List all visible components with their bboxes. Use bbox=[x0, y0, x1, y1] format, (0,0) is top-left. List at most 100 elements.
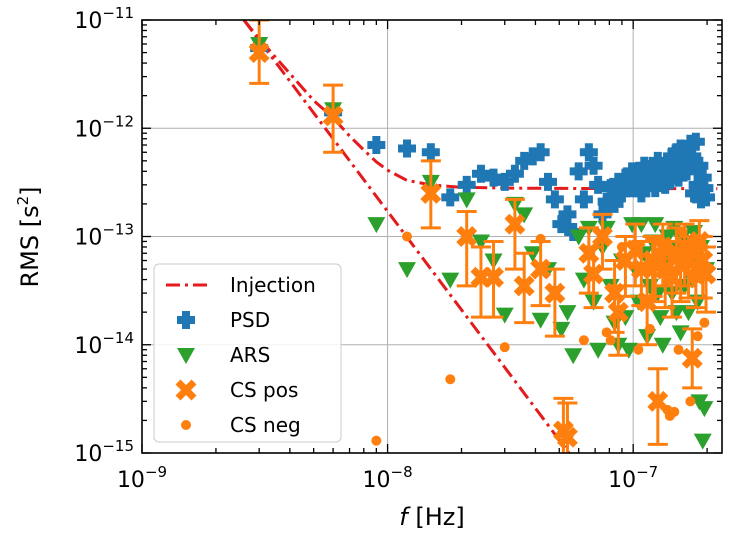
cross-stroke bbox=[322, 105, 344, 127]
cross-stroke bbox=[513, 275, 535, 297]
ars-point bbox=[558, 305, 577, 322]
psd-point bbox=[671, 139, 690, 158]
legend: Injection PSD ARS CS pos CS neg bbox=[153, 263, 342, 443]
psd-point bbox=[515, 151, 534, 170]
ars-point bbox=[441, 272, 460, 289]
cs-neg-point bbox=[699, 317, 710, 328]
ars-point bbox=[495, 307, 514, 324]
psd-point bbox=[638, 172, 657, 191]
psd-point bbox=[695, 179, 714, 198]
cross-stroke bbox=[556, 426, 578, 448]
cs-neg-point bbox=[616, 241, 627, 252]
psd-point bbox=[665, 161, 684, 180]
ars-point bbox=[619, 342, 638, 359]
legend-cs-neg-swatch bbox=[181, 420, 191, 430]
psd-point bbox=[626, 175, 645, 194]
ars-point bbox=[515, 207, 534, 224]
ars-point bbox=[367, 217, 386, 234]
injection-curve bbox=[242, 20, 571, 453]
x-tick-label: 10−9 bbox=[117, 463, 167, 493]
cs-neg-point bbox=[601, 327, 612, 338]
cross-stroke bbox=[695, 263, 717, 285]
cross-stroke bbox=[692, 250, 714, 271]
cs-pos-point bbox=[681, 347, 703, 369]
injection-curve bbox=[242, 20, 718, 191]
y-tick-label: 10−13 bbox=[74, 221, 134, 251]
y-tick-label: 10−12 bbox=[74, 112, 134, 142]
cs-neg-point bbox=[689, 274, 700, 285]
psd-point bbox=[552, 215, 571, 234]
cs-pos-point bbox=[604, 282, 626, 304]
cs-pos-point bbox=[695, 263, 717, 285]
cs-neg-point bbox=[696, 241, 707, 252]
legend-label: PSD bbox=[230, 308, 270, 332]
cross-stroke bbox=[504, 213, 526, 235]
legend-ars-swatch bbox=[177, 348, 195, 364]
psd-point bbox=[653, 162, 672, 181]
psd-point bbox=[663, 147, 682, 166]
cs-neg-point bbox=[673, 344, 684, 355]
cs-pos-point bbox=[647, 390, 669, 412]
legend-label: CS neg bbox=[230, 413, 301, 437]
cross-stroke bbox=[420, 182, 442, 204]
cs-neg-point bbox=[578, 335, 589, 346]
psd-point bbox=[632, 184, 651, 203]
psd-point bbox=[669, 168, 688, 187]
cross-stroke bbox=[607, 301, 629, 323]
cs-neg-point bbox=[499, 342, 510, 353]
ars-point bbox=[531, 312, 550, 329]
cs-neg-point bbox=[644, 323, 655, 334]
psd-point bbox=[616, 168, 635, 187]
ars-point bbox=[693, 433, 712, 450]
cross-stroke bbox=[647, 390, 669, 412]
psd-point bbox=[471, 164, 490, 183]
cs-neg-point bbox=[633, 344, 644, 355]
cs-neg-point bbox=[445, 374, 456, 385]
psd-point bbox=[646, 179, 665, 198]
psd-point bbox=[658, 155, 677, 174]
ars-point bbox=[651, 310, 670, 327]
legend-cs-pos-swatch bbox=[175, 379, 197, 401]
y-tick-label: 10−14 bbox=[74, 329, 134, 359]
psd-point bbox=[579, 143, 598, 162]
cs-neg-point bbox=[402, 231, 413, 242]
ars-point bbox=[552, 321, 571, 338]
cross-stroke bbox=[592, 226, 613, 247]
legend-label: CS pos bbox=[230, 378, 298, 402]
cross-stroke bbox=[248, 42, 270, 64]
psd-point bbox=[601, 179, 620, 198]
cross-stroke bbox=[175, 379, 197, 401]
cs-pos-point bbox=[692, 250, 714, 271]
legend-label: Injection bbox=[230, 273, 316, 297]
psd-point bbox=[531, 143, 550, 162]
cs-pos-point bbox=[556, 426, 578, 448]
cs-neg-point bbox=[605, 335, 616, 346]
psd-point bbox=[505, 164, 524, 183]
ars-point bbox=[564, 348, 583, 365]
psd-point bbox=[683, 147, 702, 166]
psd-point bbox=[558, 205, 577, 224]
psd-point bbox=[648, 151, 667, 170]
cs-neg-point bbox=[681, 248, 692, 259]
psd-point bbox=[523, 147, 542, 166]
cs-pos-point bbox=[607, 301, 629, 323]
psd-point bbox=[609, 172, 628, 191]
legend-box bbox=[153, 263, 342, 443]
y-tick-label: 10−11 bbox=[74, 4, 134, 34]
cs-neg-point bbox=[669, 406, 680, 417]
cs-neg-point bbox=[692, 331, 703, 342]
legend-label: ARS bbox=[230, 343, 270, 367]
y-tick-label: 10−15 bbox=[74, 437, 134, 467]
psd-point bbox=[589, 175, 608, 194]
x-tick-label: 10−7 bbox=[608, 463, 658, 493]
data-layer bbox=[242, 20, 718, 453]
psd-point bbox=[457, 175, 476, 194]
cross-stroke bbox=[544, 282, 566, 304]
psd-point bbox=[656, 175, 675, 194]
cs-pos-point bbox=[513, 275, 535, 297]
ars-point bbox=[695, 401, 714, 418]
cs-pos-point bbox=[322, 105, 344, 127]
x-axis-label: f [Hz] bbox=[399, 503, 464, 531]
psd-point bbox=[693, 168, 712, 187]
cs-pos-point bbox=[483, 266, 504, 288]
